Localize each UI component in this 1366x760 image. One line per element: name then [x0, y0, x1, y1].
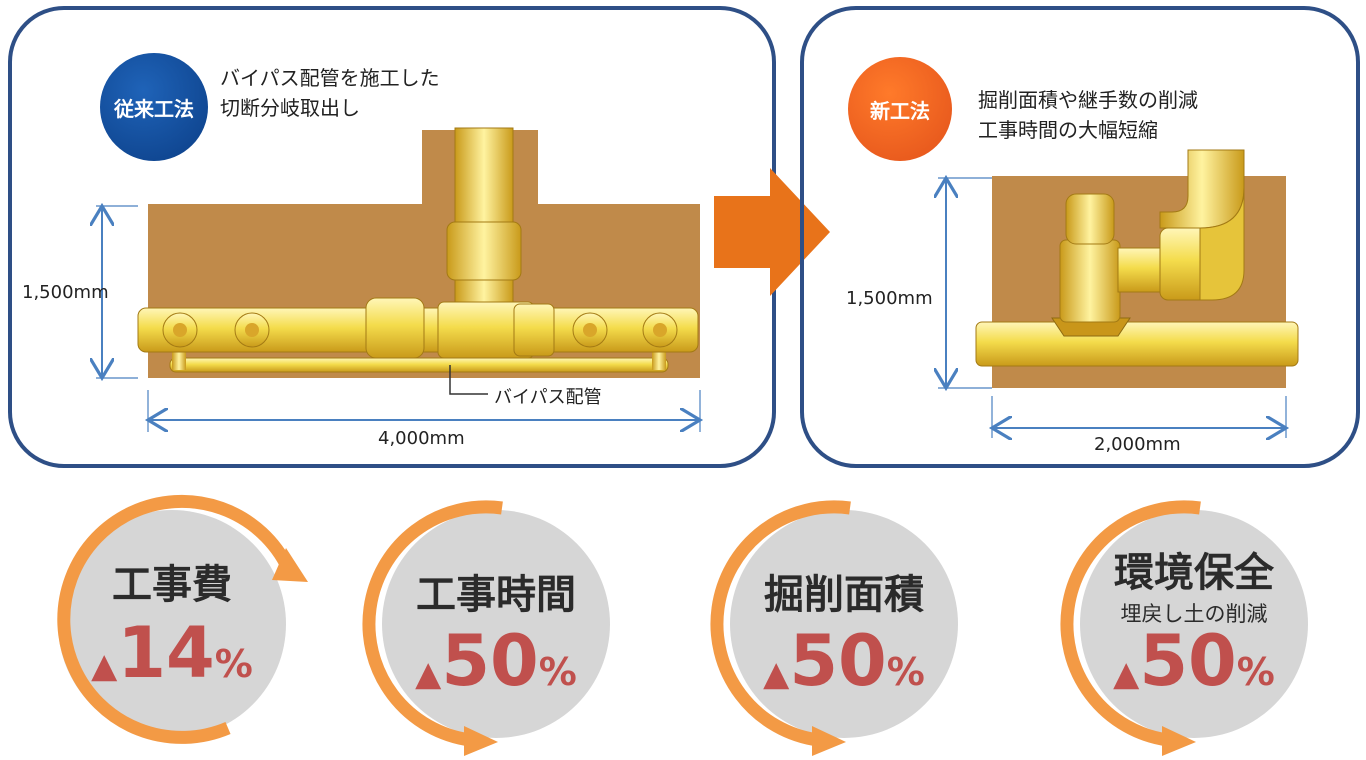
decrease-triangle: ▲	[91, 646, 118, 686]
stat-value: ▲50%	[382, 620, 610, 702]
decrease-triangle: ▲	[763, 654, 790, 694]
stat-title: 環境保全	[1114, 550, 1274, 596]
conv-width-label: 4,000mm	[378, 428, 465, 449]
circular-arrow-icon	[362, 500, 503, 756]
stat-circle	[1080, 510, 1308, 738]
stat-unit: %	[886, 650, 925, 694]
decrease-triangle: ▲	[415, 654, 442, 694]
decrease-triangle: ▲	[1113, 654, 1140, 694]
stat-environment: 環境保全 埋戻し土の削減 ▲50%	[1050, 490, 1310, 756]
conventional-badge: 従来工法	[100, 53, 208, 161]
conventional-caption-line1: バイパス配管を施工した	[220, 66, 440, 90]
stat-value: ▲50%	[730, 620, 958, 702]
stat-title: 工事時間	[416, 572, 576, 618]
stat-title: 掘削面積	[764, 572, 924, 618]
circular-arrow-icon	[57, 494, 308, 744]
stat-number: 14	[117, 612, 215, 694]
stat-unit: %	[538, 650, 577, 694]
stat-value: ▲14%	[58, 612, 286, 694]
conventional-caption-line2: 切断分岐取出し	[220, 96, 360, 120]
conventional-caption: バイパス配管を施工した 切断分岐取出し	[220, 63, 440, 123]
new-method-badge: 新工法	[848, 57, 952, 161]
stat-subtitle: 埋戻し土の削減	[1120, 602, 1268, 626]
new-method-caption-line2: 工事時間の大幅短縮	[978, 118, 1158, 142]
stat-value: ▲50%	[1080, 620, 1308, 702]
stat-construction-time: 工事時間 ▲50%	[352, 490, 612, 756]
circular-arrow-icon	[710, 500, 851, 756]
stat-circle	[382, 510, 610, 738]
stat-number: 50	[1139, 620, 1237, 702]
new-width-label: 2,000mm	[1094, 434, 1181, 455]
new-height-label: 1,500mm	[846, 288, 933, 309]
stat-number: 50	[789, 620, 887, 702]
new-method-caption: 掘削面積や継手数の削減 工事時間の大幅短縮	[978, 85, 1198, 145]
stat-number: 50	[441, 620, 539, 702]
new-method-panel	[800, 6, 1360, 468]
bypass-label: バイパス配管	[494, 387, 602, 408]
stat-unit: %	[1236, 650, 1275, 694]
circular-arrow-icon	[1060, 500, 1201, 756]
conv-height-label: 1,500mm	[22, 282, 109, 303]
stat-circle	[730, 510, 958, 738]
new-method-caption-line1: 掘削面積や継手数の削減	[978, 88, 1198, 112]
stat-unit: %	[214, 642, 253, 686]
stat-title: 工事費	[112, 562, 232, 608]
stat-excavation-area: 掘削面積 ▲50%	[700, 490, 960, 756]
stat-construction-cost: 工事費 ▲14%	[28, 490, 308, 750]
